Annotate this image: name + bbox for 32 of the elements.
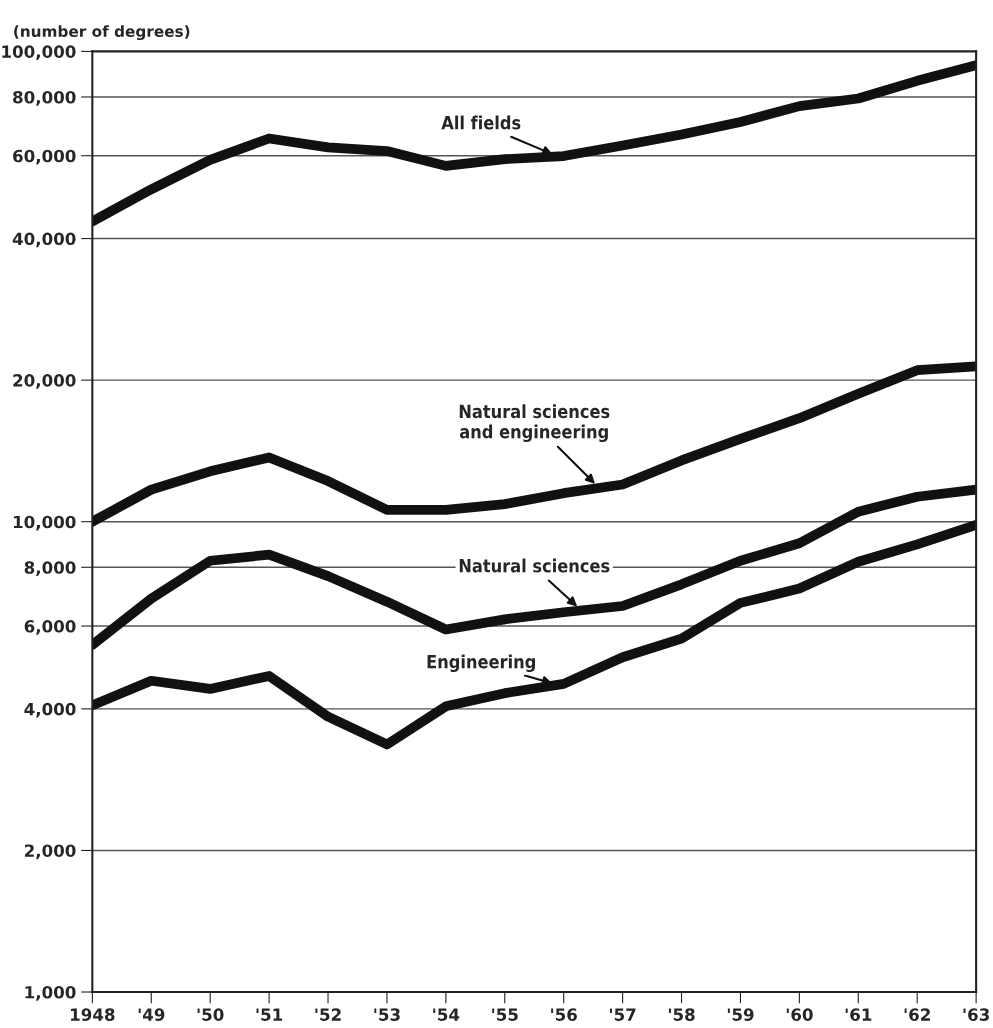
x-tick-label: '62 — [904, 1008, 930, 1021]
y-tick-label: 4,000 — [24, 702, 76, 718]
x-tick-label: '55 — [492, 1008, 518, 1021]
x-tick-label: '52 — [315, 1008, 341, 1021]
x-tick-label: '58 — [668, 1008, 695, 1021]
series-label: Engineering — [427, 654, 535, 673]
x-tick-label: '59 — [727, 1008, 754, 1021]
x-tick-label: '56 — [551, 1008, 577, 1021]
y-tick-label: 20,000 — [13, 374, 76, 389]
x-tick-label: '63 — [963, 1008, 989, 1021]
x-tick-label: '51 — [256, 1008, 283, 1021]
y-tick-label: 60,000 — [13, 149, 76, 165]
series-label: Natural sciences — [459, 558, 610, 573]
text: Natural sciences and engineering — [459, 404, 610, 443]
y-axis-title: (number of degrees) — [14, 25, 190, 41]
x-tick-label: '50 — [197, 1008, 224, 1021]
series-label: All fields — [441, 115, 521, 130]
x-tick-label: 1948 — [71, 1008, 115, 1021]
x-tick-label: '49 — [138, 1008, 165, 1021]
y-tick-label: 40,000 — [12, 232, 76, 248]
y-tick-label: 10,000 — [13, 515, 76, 531]
y-tick-label: 8,000 — [24, 561, 76, 576]
y-tick-label: 2,000 — [24, 844, 76, 860]
x-tick-label: '61 — [845, 1008, 872, 1021]
y-tick-label: 80,000 — [13, 90, 76, 106]
y-tick-label: 1,000 — [25, 985, 76, 1001]
x-tick-label: '54 — [433, 1008, 460, 1021]
y-tick-label: 6,000 — [24, 620, 76, 635]
x-tick-label: '57 — [610, 1008, 636, 1021]
y-tick-label: 100,000 — [2, 45, 76, 61]
x-tick-label: '53 — [374, 1008, 400, 1021]
x-tick-label: '60 — [786, 1008, 813, 1021]
